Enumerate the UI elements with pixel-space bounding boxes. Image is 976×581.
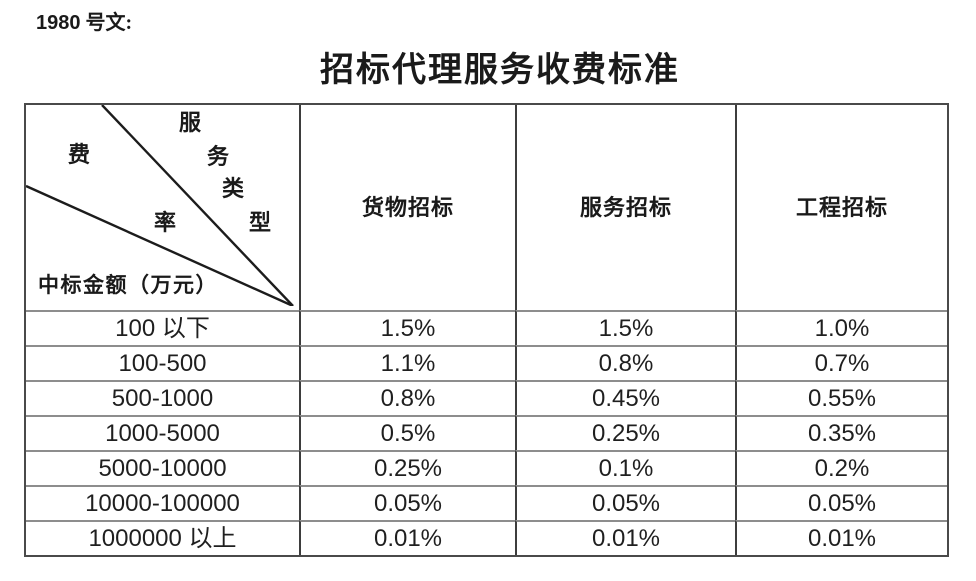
fee-value: 1.5% — [299, 310, 515, 345]
column-header-engineering-bidding: 工程招标 — [735, 105, 947, 310]
fee-value: 0.55% — [735, 380, 947, 415]
fee-value: 0.01% — [515, 520, 735, 555]
row-label: 1000-5000 — [26, 415, 299, 450]
fee-value: 0.25% — [515, 415, 735, 450]
row-label: 1000000 以上 — [26, 520, 299, 555]
row-label: 500-1000 — [26, 380, 299, 415]
fee-value: 0.8% — [515, 345, 735, 380]
column-header-goods-bidding: 货物招标 — [299, 105, 515, 310]
row-label: 5000-10000 — [26, 450, 299, 485]
fee-value: 0.05% — [299, 485, 515, 520]
row-label: 10000-100000 — [26, 485, 299, 520]
fee-value: 1.5% — [515, 310, 735, 345]
column-header-service-bidding: 服务招标 — [515, 105, 735, 310]
fee-value: 0.01% — [735, 520, 947, 555]
fee-value: 0.2% — [735, 450, 947, 485]
fee-value: 0.35% — [735, 415, 947, 450]
corner-service-type-char-1: 服 — [179, 110, 202, 135]
fee-value: 1.1% — [299, 345, 515, 380]
table-corner-header-cell: 服 务 类 型 费 率 中标金额（万元） — [26, 105, 299, 310]
fee-value: 0.01% — [299, 520, 515, 555]
corner-service-type-char-2: 务 — [207, 144, 230, 169]
diagonal-divider-lines — [26, 105, 294, 306]
fee-value: 0.1% — [515, 450, 735, 485]
fee-value: 0.05% — [735, 485, 947, 520]
corner-fee-rate-char-1: 费 — [68, 142, 91, 167]
corner-service-type-char-4: 型 — [249, 210, 272, 235]
doc-reference-suffix: 号文: — [80, 12, 133, 34]
fee-value: 1.0% — [735, 310, 947, 345]
doc-reference-number: 1980 — [36, 12, 81, 34]
page-title: 招标代理服务收费标准 — [320, 52, 680, 89]
fee-value: 0.8% — [299, 380, 515, 415]
fee-value: 0.45% — [515, 380, 735, 415]
fee-value: 0.05% — [515, 485, 735, 520]
corner-fee-rate-char-2: 率 — [154, 210, 177, 235]
row-label: 100 以下 — [26, 310, 299, 345]
fee-value: 0.7% — [735, 345, 947, 380]
row-label: 100-500 — [26, 345, 299, 380]
corner-bid-amount-label: 中标金额（万元） — [38, 273, 218, 297]
fee-rate-table: 服 务 类 型 费 率 中标金额（万元） 货物招标 服务招标 工程招标 100 … — [24, 103, 949, 557]
fee-value: 0.25% — [299, 450, 515, 485]
fee-value: 0.5% — [299, 415, 515, 450]
corner-service-type-char-3: 类 — [222, 176, 245, 201]
doc-reference-label: 1980 号文: — [36, 6, 132, 35]
